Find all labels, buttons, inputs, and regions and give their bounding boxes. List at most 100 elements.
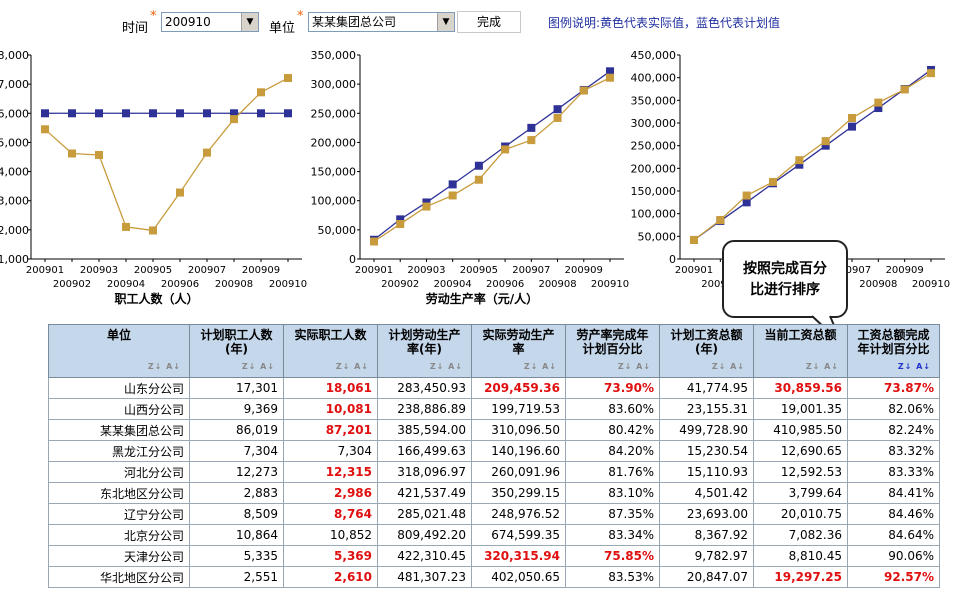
table-cell: 73.87% (847, 377, 940, 399)
chevron-down-icon[interactable]: ▼ (437, 13, 454, 31)
table-row[interactable]: 河北分公司 12,273 12,315 318,096.97 260,091.96 81.… (48, 461, 940, 483)
chart-x-axis-label: 职工人数（人） (114, 291, 198, 306)
table-cell-unit: 河北分公司 (48, 461, 190, 483)
chart-series-line-actual (693, 72, 932, 241)
chart-x-tick-label: 200909 (886, 265, 924, 276)
chart-x-tick-label: 200908 (538, 279, 576, 290)
table-cell: 318,096.97 (377, 461, 472, 483)
chart-x-tick-label: 200908 (215, 279, 253, 290)
column-header[interactable]: 单位 Z↓ A↓ (48, 324, 190, 378)
chart-point-actual (795, 156, 804, 165)
sort-icon[interactable]: Z↓ A↓ (241, 362, 275, 371)
chart-series-line-actual (44, 77, 289, 232)
chart-x-tick-label: 200909 (565, 265, 603, 276)
sort-icon[interactable]: Z↓ A↓ (805, 362, 839, 371)
sort-icon[interactable]: Z↓ A↓ (523, 362, 557, 371)
chart-series-line-actual (373, 77, 611, 243)
table-cell: 166,499.63 (377, 440, 472, 462)
done-button[interactable]: 完成 (457, 11, 521, 33)
table-cell: 674,599.35 (471, 524, 566, 546)
chart-x-tick-label: 200904 (107, 279, 145, 290)
chart-point-actual (848, 114, 856, 123)
table-cell: 285,021.48 (377, 503, 472, 525)
table-cell: 87,201 (283, 419, 378, 441)
chart-point-actual (284, 74, 292, 83)
table-cell: 2,986 (283, 482, 378, 504)
chart-point-actual (370, 237, 378, 246)
sort-icon[interactable]: Z↓ A↓ (335, 362, 369, 371)
column-header[interactable]: 当前工资总额 Z↓ A↓ (753, 324, 848, 378)
chart-point-actual (769, 177, 777, 186)
table-cell: 2,883 (189, 482, 284, 504)
column-header-line1: 实际劳动生产 (482, 328, 555, 342)
table-cell: 2,610 (283, 566, 378, 588)
table-row[interactable]: 辽宁分公司 8,509 8,764 285,021.48 248,976.52 87.35… (48, 503, 940, 525)
sort-icon[interactable]: Z↓ A↓ (711, 362, 745, 371)
table-cell: 83.10% (565, 482, 660, 504)
table-cell: 3,799.64 (753, 482, 848, 504)
table-cell-unit: 山西分公司 (48, 398, 190, 420)
chart-point-actual (396, 220, 405, 229)
chart-x-axis-label: 劳动生产率（元/人） (426, 291, 538, 306)
chart-point-plan (474, 161, 483, 170)
sort-icon[interactable]: Z↓ A↓ (897, 362, 931, 371)
chart-y-tick-label: 350,000 (311, 49, 357, 62)
column-header-label: 计划工资总额 (年) (660, 325, 753, 356)
table-cell-unit: 北京分公司 (48, 524, 190, 546)
chart-x-tick-label: 200902 (701, 279, 739, 290)
table-cell: 75.85% (565, 545, 660, 567)
column-header[interactable]: 计划工资总额 (年) Z↓ A↓ (659, 324, 754, 378)
column-header[interactable]: 计划职工人数 (年) Z↓ A↓ (189, 324, 284, 378)
column-header[interactable]: 实际职工人数 Z↓ A↓ (283, 324, 378, 378)
chart-point-plan (41, 109, 49, 118)
chart-y-tick-label: 3,000 (0, 195, 29, 208)
column-header-label: 劳产率完成年 计划百分比 (566, 325, 659, 356)
time-label: 时间 (122, 21, 149, 36)
time-select[interactable]: 200910 ▼ (161, 12, 259, 32)
chart-x-tick-label: 200902 (381, 279, 419, 290)
chart-y-tick-label: 200,000 (631, 162, 677, 175)
table-row[interactable]: 东北地区分公司 2,883 2,986 421,537.49 350,299.15 83.… (48, 482, 940, 504)
table-row[interactable]: 山西分公司 9,369 10,081 238,886.89 199,719.53 83.6… (48, 398, 940, 420)
chart-point-plan (448, 180, 457, 189)
table-row[interactable]: 某某集团总公司 86,019 87,201 385,594.00 310,096.50 8… (48, 419, 940, 441)
chart-point-actual (821, 137, 830, 146)
table-row[interactable]: 北京分公司 10,864 10,852 809,492.20 674,599.35 83.… (48, 524, 940, 546)
column-header[interactable]: 实际劳动生产率 Z↓ A↓ (471, 324, 566, 378)
chart-point-plan (742, 198, 751, 207)
column-header[interactable]: 劳产率完成年 计划百分比 Z↓ A↓ (565, 324, 660, 378)
chart-point-plan (176, 109, 184, 118)
table-cell-unit: 山东分公司 (48, 377, 190, 399)
column-header-line1: 计划劳动生产 (388, 328, 461, 342)
table-row[interactable]: 黑龙江分公司 7,304 7,304 166,499.63 140,196.60 84.2… (48, 440, 940, 462)
chart-point-actual (422, 202, 431, 211)
table-row[interactable]: 山东分公司 17,301 18,061 283,450.93 209,459.36 73.… (48, 377, 940, 399)
table-cell: 320,315.94 (471, 545, 566, 567)
sort-icon[interactable]: Z↓ A↓ (429, 362, 463, 371)
required-star-icon: * (297, 9, 304, 24)
column-header[interactable]: 工资总额完成 年计划百分比 Z↓ A↓ (847, 324, 940, 378)
chart-point-actual (474, 175, 483, 184)
column-header-line1: 计划职工人数 (200, 328, 273, 342)
sort-icon[interactable]: Z↓ A↓ (147, 362, 181, 371)
table-cell: 283,450.93 (377, 377, 472, 399)
chevron-down-icon[interactable]: ▼ (241, 13, 258, 31)
unit-select-value: 某某集团总公司 (312, 15, 397, 29)
table-row[interactable]: 华北地区分公司 2,551 2,610 481,307.23 402,050.65 83.… (48, 566, 940, 588)
table-cell: 15,110.93 (659, 461, 754, 483)
chart-point-actual (501, 145, 510, 154)
chart-x-tick-label: 200903 (80, 265, 118, 276)
table-row[interactable]: 天津分公司 5,335 5,369 422,310.45 320,315.94 75.85… (48, 545, 940, 567)
sort-icon[interactable]: Z↓ A↓ (617, 362, 651, 371)
table-cell: 350,299.15 (471, 482, 566, 504)
unit-select[interactable]: 某某集团总公司 ▼ (308, 12, 455, 32)
chart-point-actual (122, 222, 130, 231)
chart-point-actual (149, 226, 157, 235)
table-cell: 8,810.45 (753, 545, 848, 567)
chart-point-actual (874, 98, 883, 107)
chart-x-tick-label: 200910 (269, 279, 307, 290)
column-header[interactable]: 计划劳动生产 率(年) Z↓ A↓ (377, 324, 472, 378)
table-cell: 248,976.52 (471, 503, 566, 525)
chart-point-plan (203, 109, 211, 118)
table-header-row: 单位 Z↓ A↓ 计划职工人数 (年) Z↓ A↓ 实际职工人数 Z↓ A↓ 计划劳动生产 率(… (48, 324, 940, 378)
